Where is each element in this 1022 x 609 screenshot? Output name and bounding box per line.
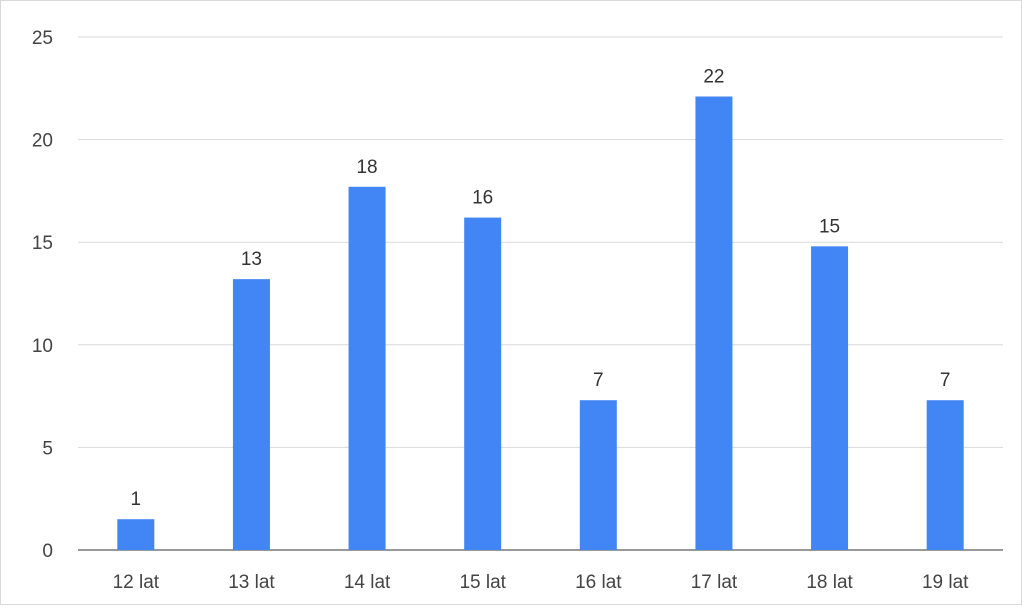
- y-tick-label: 25: [32, 28, 53, 49]
- data-label: 7: [593, 370, 604, 391]
- data-label: 16: [472, 188, 493, 209]
- x-tick-label: 18 lat: [806, 572, 853, 593]
- data-label: 15: [819, 216, 840, 237]
- bar: [232, 279, 270, 550]
- bar: [464, 217, 502, 551]
- x-tick-label: 14 lat: [344, 572, 391, 593]
- x-axis-ticks: 12 lat 13 lat 14 lat 15 lat 16 lat 17 lat 18 l…: [113, 572, 970, 593]
- y-axis-ticks: 0 5 10 15 20 25: [32, 28, 53, 562]
- data-label: 1: [131, 489, 142, 510]
- gridlines: [78, 36, 1003, 551]
- bar: [926, 400, 964, 550]
- data-labels: 1 13 18 16 7 22 15 7: [131, 67, 951, 511]
- x-tick-label: 16 lat: [575, 572, 622, 593]
- y-tick-label: 5: [42, 438, 53, 459]
- x-tick-label: 19 lat: [922, 572, 969, 593]
- data-label: 13: [241, 249, 262, 270]
- x-tick-label: 13 lat: [228, 572, 275, 593]
- data-label: 7: [940, 370, 951, 391]
- x-tick-label: 15 lat: [459, 572, 506, 593]
- bars: [117, 96, 964, 551]
- y-tick-label: 0: [42, 541, 53, 562]
- bar: [579, 400, 617, 550]
- x-tick-label: 12 lat: [113, 572, 160, 593]
- y-tick-label: 20: [32, 131, 53, 152]
- data-label: 22: [703, 67, 724, 88]
- bar: [811, 246, 849, 550]
- bar: [348, 186, 386, 550]
- y-tick-label: 10: [32, 336, 53, 357]
- bar: [695, 96, 733, 551]
- y-tick-label: 15: [32, 233, 53, 254]
- data-label: 18: [356, 157, 377, 178]
- bar: [117, 519, 155, 550]
- x-tick-label: 17 lat: [691, 572, 738, 593]
